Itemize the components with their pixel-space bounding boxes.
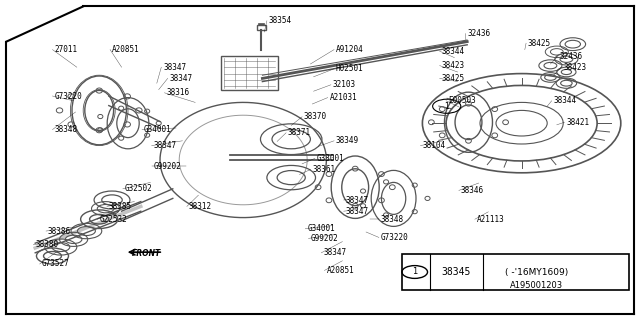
Text: 38347: 38347 — [346, 196, 369, 204]
Text: G34001: G34001 — [144, 125, 172, 134]
Text: 38347: 38347 — [346, 207, 369, 216]
Text: 38347: 38347 — [163, 63, 186, 72]
Text: 38385: 38385 — [109, 202, 132, 211]
Text: E00503: E00503 — [448, 96, 476, 105]
Text: 38349: 38349 — [336, 136, 359, 145]
Text: 38347: 38347 — [154, 141, 177, 150]
Text: A91204: A91204 — [336, 45, 364, 54]
Text: 32436: 32436 — [560, 52, 583, 60]
Text: G32502: G32502 — [125, 184, 152, 193]
Text: 38346: 38346 — [461, 186, 484, 195]
Text: ( -'16MY1609): ( -'16MY1609) — [505, 268, 568, 276]
Text: 38348: 38348 — [54, 125, 77, 134]
Text: A195001203: A195001203 — [509, 281, 563, 290]
Text: 38423: 38423 — [563, 63, 586, 72]
Text: A21031: A21031 — [330, 93, 357, 102]
Text: 38386: 38386 — [48, 227, 71, 236]
Text: 38344: 38344 — [442, 47, 465, 56]
Text: 38371: 38371 — [288, 128, 311, 137]
Text: 27011: 27011 — [54, 45, 77, 54]
Text: 38345: 38345 — [441, 267, 470, 277]
Bar — [257, 25, 266, 30]
Text: 38316: 38316 — [166, 88, 189, 97]
Text: G73220: G73220 — [54, 92, 82, 100]
Text: 1: 1 — [412, 268, 417, 276]
Text: FRONT: FRONT — [132, 249, 161, 258]
Bar — [258, 23, 264, 25]
Text: 38312: 38312 — [189, 202, 212, 211]
Text: 1: 1 — [444, 102, 449, 111]
Text: H02501: H02501 — [336, 64, 364, 73]
Text: G34001: G34001 — [307, 224, 335, 233]
Text: G73220: G73220 — [381, 233, 408, 242]
Text: G22532: G22532 — [99, 215, 127, 224]
Text: A21113: A21113 — [477, 215, 504, 224]
Text: 32103: 32103 — [333, 80, 356, 89]
Text: 38425: 38425 — [442, 74, 465, 83]
Bar — [221, 56, 278, 90]
Text: A20851: A20851 — [112, 45, 140, 54]
Text: 38354: 38354 — [269, 16, 292, 25]
Text: 38344: 38344 — [554, 96, 577, 105]
Text: G99202: G99202 — [310, 234, 338, 243]
Text: G99202: G99202 — [154, 162, 181, 171]
Text: 38347: 38347 — [170, 74, 193, 83]
Text: G33001: G33001 — [317, 154, 344, 163]
Text: 32436: 32436 — [467, 29, 490, 38]
Text: A20851: A20851 — [326, 266, 354, 275]
Text: 38348: 38348 — [381, 215, 404, 224]
Text: 38347: 38347 — [323, 248, 346, 257]
Text: 38423: 38423 — [442, 61, 465, 70]
Bar — [402, 254, 629, 290]
Text: 38421: 38421 — [566, 118, 589, 127]
Text: G73527: G73527 — [42, 260, 69, 268]
Text: 38380: 38380 — [35, 240, 58, 249]
Text: 38425: 38425 — [528, 39, 551, 48]
Text: 38104: 38104 — [422, 141, 445, 150]
Text: 38361: 38361 — [312, 165, 335, 174]
Text: 38370: 38370 — [304, 112, 327, 121]
